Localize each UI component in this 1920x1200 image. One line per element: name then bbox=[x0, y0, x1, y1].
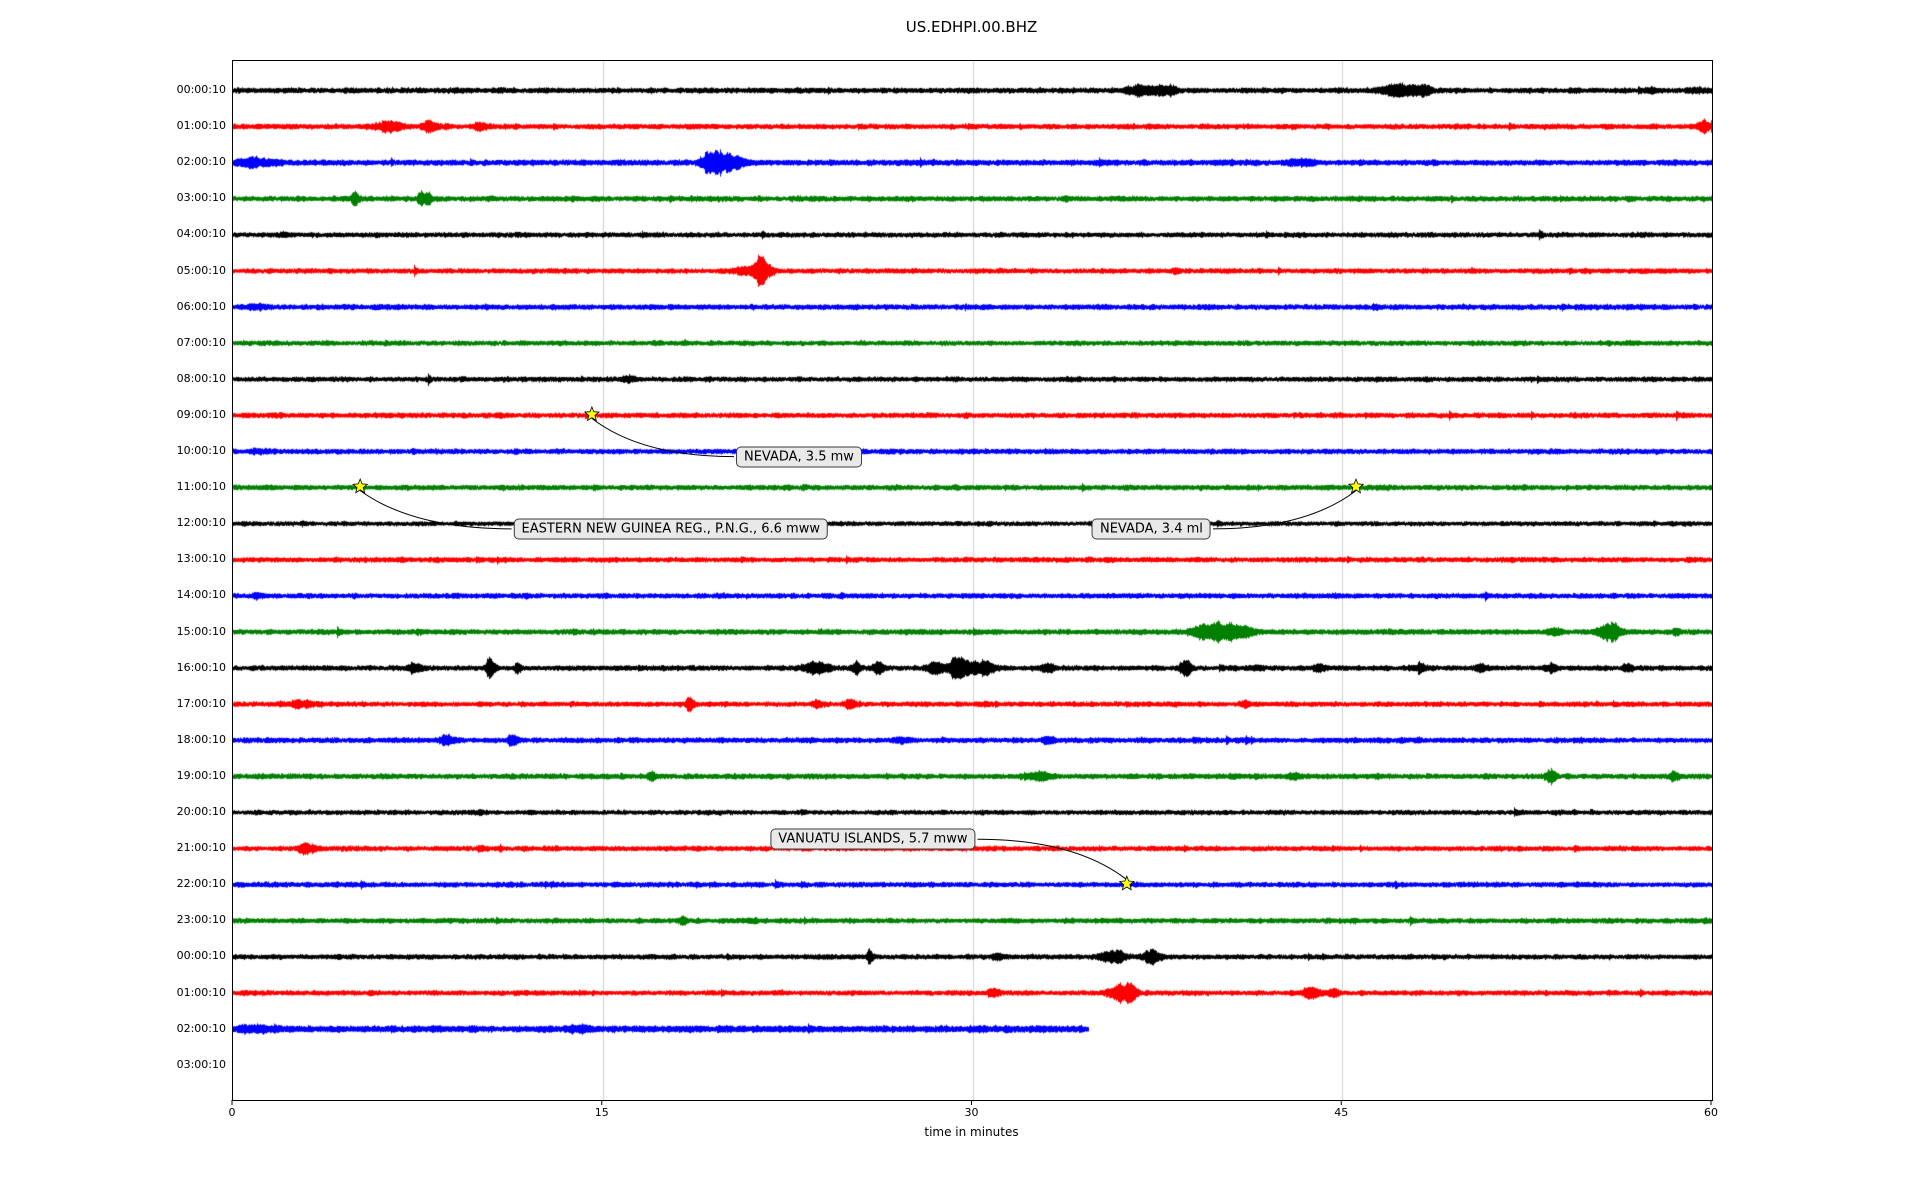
row-time-label: 09:00:10 bbox=[176, 407, 226, 421]
event-annotation: VANUATU ISLANDS, 5.7 mww bbox=[770, 828, 976, 850]
row-time-label: 23:00:10 bbox=[176, 913, 226, 927]
row-time-label: 15:00:10 bbox=[176, 624, 226, 638]
row-time-label: 10:00:10 bbox=[176, 444, 226, 457]
row-time-label: 21:00:10 bbox=[176, 841, 226, 855]
row-time-label: 00:00:10 bbox=[176, 949, 226, 963]
event-annotation: NEVADA, 3.4 ml bbox=[1091, 518, 1211, 540]
x-tick-label: 15 bbox=[594, 1106, 609, 1119]
row-time-label: 04:00:10 bbox=[176, 227, 226, 241]
row-time-label: 14:00:10 bbox=[176, 588, 226, 602]
row-time-label: 06:00:10 bbox=[176, 299, 226, 313]
plot-area bbox=[232, 60, 1713, 1101]
x-axis-title: time in minutes bbox=[924, 1125, 1019, 1139]
row-time-label: 13:00:10 bbox=[176, 552, 226, 566]
x-tick-label: 60 bbox=[1704, 1106, 1718, 1119]
row-time-label: 00:00:10 bbox=[176, 83, 226, 96]
row-time-label: 02:00:10 bbox=[176, 1021, 226, 1035]
row-time-label: 19:00:10 bbox=[176, 768, 226, 782]
row-time-label: 20:00:10 bbox=[176, 805, 226, 818]
row-time-label: 02:00:10 bbox=[176, 155, 226, 169]
row-time-label: 07:00:10 bbox=[176, 335, 226, 349]
chart-title: US.EDHPI.00.BHZ bbox=[905, 18, 1038, 36]
row-time-label: 01:00:10 bbox=[176, 985, 226, 999]
row-time-label: 12:00:10 bbox=[176, 516, 226, 530]
row-time-label: 03:00:10 bbox=[176, 1057, 226, 1071]
row-time-label: 05:00:10 bbox=[176, 263, 226, 277]
traces-canvas bbox=[233, 61, 1712, 1100]
x-tick-label: 0 bbox=[228, 1106, 236, 1119]
row-time-label: 03:00:10 bbox=[176, 191, 226, 205]
row-time-label: 17:00:10 bbox=[176, 696, 226, 710]
row-time-label: 11:00:10 bbox=[176, 480, 226, 494]
row-time-label: 18:00:10 bbox=[176, 732, 226, 746]
x-tick-label: 30 bbox=[964, 1106, 979, 1119]
row-time-label: 01:00:10 bbox=[176, 119, 226, 133]
row-time-label: 22:00:10 bbox=[176, 877, 226, 891]
row-time-label: 08:00:10 bbox=[176, 371, 226, 385]
event-annotation: NEVADA, 3.5 mw bbox=[735, 446, 862, 468]
row-time-label: 16:00:10 bbox=[176, 660, 226, 674]
x-tick-label: 45 bbox=[1334, 1106, 1349, 1119]
event-annotation: EASTERN NEW GUINEA REG., P.N.G., 6.6 mww bbox=[513, 518, 828, 540]
